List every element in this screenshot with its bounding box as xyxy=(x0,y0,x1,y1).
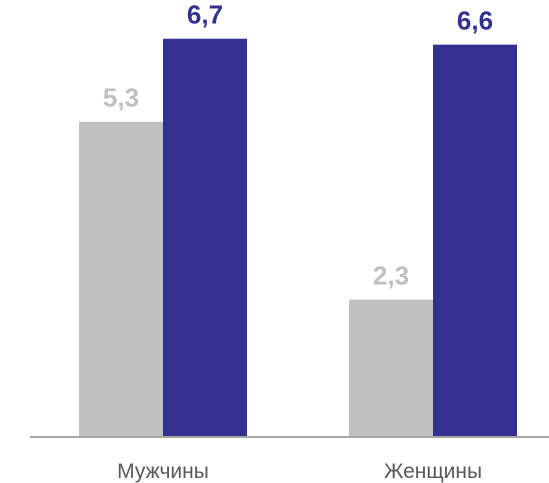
bar-men-series-2 xyxy=(163,38,247,436)
bars-layer xyxy=(79,38,517,436)
bar-women-series-2 xyxy=(433,44,517,436)
data-label-men-series-2: 6,7 xyxy=(187,0,223,30)
category-label-men: Мужчины xyxy=(117,460,209,483)
data-label-men-series-1: 5,3 xyxy=(103,83,139,113)
category-label-women: Женщины xyxy=(384,460,482,483)
data-label-women-series-1: 2,3 xyxy=(373,261,409,291)
labels-layer: 5,3 6,7 2,3 6,6 xyxy=(103,0,493,291)
category-labels: Мужчины Женщины xyxy=(117,460,482,483)
bar-men-series-1 xyxy=(79,121,163,436)
bar-women-series-1 xyxy=(349,299,433,436)
data-label-women-series-2: 6,6 xyxy=(457,6,493,36)
